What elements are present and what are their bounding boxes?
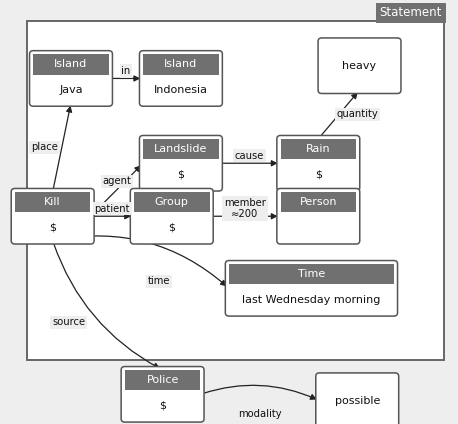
Bar	[280, 192, 356, 212]
FancyBboxPatch shape	[27, 21, 444, 360]
Bar	[33, 54, 109, 75]
Bar	[280, 139, 356, 159]
FancyBboxPatch shape	[139, 51, 222, 106]
Text: Island: Island	[164, 59, 197, 69]
Bar	[229, 264, 394, 285]
FancyArrowPatch shape	[203, 385, 316, 399]
Text: patient: patient	[94, 204, 130, 214]
FancyBboxPatch shape	[130, 188, 213, 244]
Text: last Wednesday morning: last Wednesday morning	[242, 295, 381, 305]
FancyArrowPatch shape	[55, 236, 226, 285]
Text: Statement: Statement	[380, 6, 442, 19]
Text: Time: Time	[298, 269, 325, 279]
Bar	[143, 54, 219, 75]
Text: $: $	[49, 223, 56, 233]
Text: Java: Java	[59, 85, 83, 95]
Bar	[134, 192, 210, 212]
Text: source: source	[52, 317, 85, 327]
FancyArrowPatch shape	[213, 214, 276, 219]
Text: possible: possible	[334, 396, 380, 406]
FancyBboxPatch shape	[316, 373, 398, 424]
Bar	[125, 370, 201, 391]
Text: quantity: quantity	[336, 109, 378, 120]
FancyArrowPatch shape	[222, 161, 276, 166]
FancyBboxPatch shape	[29, 51, 112, 106]
Text: place: place	[31, 142, 58, 152]
Text: Police: Police	[147, 375, 179, 385]
FancyArrowPatch shape	[112, 76, 139, 81]
Text: in: in	[121, 66, 131, 76]
Text: Group: Group	[155, 197, 189, 207]
Text: modality: modality	[238, 409, 282, 418]
Text: Indonesia: Indonesia	[154, 85, 208, 95]
FancyBboxPatch shape	[277, 136, 360, 191]
FancyArrowPatch shape	[320, 93, 357, 137]
Text: Person: Person	[300, 197, 337, 207]
FancyBboxPatch shape	[225, 260, 398, 316]
FancyBboxPatch shape	[11, 188, 94, 244]
Text: Rain: Rain	[306, 144, 331, 154]
Text: Island: Island	[55, 59, 87, 69]
Text: $: $	[177, 170, 185, 180]
Text: Landslide: Landslide	[154, 144, 207, 154]
Text: $: $	[159, 401, 166, 411]
Bar	[143, 139, 219, 159]
FancyBboxPatch shape	[318, 38, 401, 94]
FancyArrowPatch shape	[93, 166, 140, 214]
FancyArrowPatch shape	[93, 214, 130, 219]
Text: cause: cause	[235, 151, 264, 161]
FancyBboxPatch shape	[277, 188, 360, 244]
FancyArrowPatch shape	[54, 243, 159, 368]
Text: $: $	[168, 223, 175, 233]
FancyArrowPatch shape	[53, 107, 71, 189]
Text: agent: agent	[102, 176, 131, 186]
Text: member
≈200: member ≈200	[224, 198, 266, 219]
FancyBboxPatch shape	[121, 366, 204, 422]
Text: Kill: Kill	[44, 197, 61, 207]
Text: time: time	[148, 276, 170, 287]
Text: heavy: heavy	[343, 61, 376, 71]
Text: $: $	[315, 170, 322, 180]
FancyBboxPatch shape	[139, 136, 222, 191]
Bar	[15, 192, 91, 212]
